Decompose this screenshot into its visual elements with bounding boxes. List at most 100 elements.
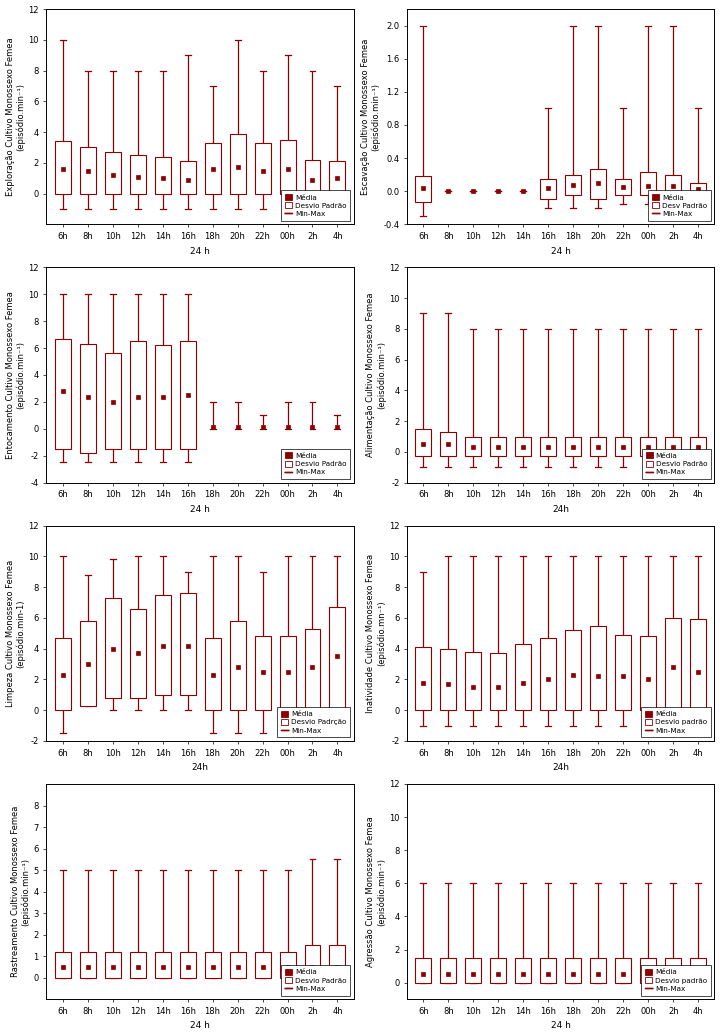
Bar [279, 636, 295, 711]
Bar [590, 626, 606, 711]
Bar [179, 952, 196, 978]
Y-axis label: Limpeza Cultivo Monossexo Femea
(episódio.min-1): Limpeza Cultivo Monossexo Femea (episódi… [6, 559, 25, 707]
Bar [616, 436, 631, 457]
Bar [230, 134, 246, 194]
Bar [490, 436, 506, 457]
Bar [441, 958, 456, 983]
Bar [640, 172, 656, 196]
Bar [465, 652, 482, 711]
Bar [55, 339, 71, 449]
Bar [104, 598, 121, 698]
Bar [330, 946, 346, 978]
Bar [255, 636, 271, 711]
Bar [305, 946, 320, 978]
Bar [516, 644, 531, 711]
Bar [540, 638, 557, 711]
Bar [204, 143, 220, 194]
Bar [330, 162, 346, 194]
Bar [640, 636, 656, 711]
Legend: Média, Desvio Padrão, Min-Max: Média, Desvio Padrão, Min-Max [642, 449, 711, 479]
Legend: Média, Desvio Padrão, Min-Max: Média, Desvio Padrão, Min-Max [282, 966, 350, 996]
Bar [516, 436, 531, 457]
Bar [130, 609, 145, 698]
Bar [179, 342, 196, 449]
Bar [279, 952, 295, 978]
Legend: Média, Desvio Padrão, Min-Max: Média, Desvio Padrão, Min-Max [282, 449, 350, 479]
Bar [590, 436, 606, 457]
X-axis label: 24h: 24h [192, 764, 209, 772]
Bar [665, 175, 681, 198]
Bar [305, 629, 320, 711]
Bar [565, 630, 581, 711]
Bar [80, 344, 96, 453]
Bar [690, 183, 706, 197]
Bar [665, 436, 681, 457]
Y-axis label: Entocamento Cultivo Monossexo Femea
(episódio.min⁻¹): Entocamento Cultivo Monossexo Femea (epi… [6, 291, 25, 459]
Bar [279, 140, 295, 194]
Bar [540, 958, 557, 983]
Bar [616, 179, 631, 196]
Bar [80, 147, 96, 194]
Bar [104, 952, 121, 978]
Bar [490, 958, 506, 983]
Bar [155, 595, 171, 695]
Bar [230, 621, 246, 711]
X-axis label: 24h: 24h [552, 505, 570, 514]
Bar [230, 952, 246, 978]
Y-axis label: Escavação Cultivo Monossexo Femea
(episódio.min⁻¹): Escavação Cultivo Monossexo Femea (episó… [361, 38, 381, 195]
Bar [516, 958, 531, 983]
Bar [130, 155, 145, 194]
Bar [155, 345, 171, 449]
Bar [204, 638, 220, 711]
Bar [465, 436, 482, 457]
Bar [155, 952, 171, 978]
Bar [640, 958, 656, 983]
Bar [690, 958, 706, 983]
Bar [490, 654, 506, 711]
Bar [330, 607, 346, 711]
Y-axis label: Alimentação Cultivo Monossexo Femea
(episódio.min⁻¹): Alimentação Cultivo Monossexo Femea (epi… [366, 293, 387, 457]
Bar [565, 958, 581, 983]
Bar [415, 429, 431, 457]
Bar [590, 169, 606, 200]
Bar [690, 620, 706, 711]
Bar [441, 432, 456, 457]
X-axis label: 24 h: 24 h [551, 1021, 571, 1031]
Bar [415, 958, 431, 983]
Bar [80, 952, 96, 978]
Bar [104, 353, 121, 449]
Bar [305, 160, 320, 194]
Bar [690, 436, 706, 457]
Legend: Média, Desvio Padrção, Min-Max: Média, Desvio Padrção, Min-Max [277, 707, 350, 738]
Bar [55, 141, 71, 194]
Bar [565, 175, 581, 196]
Bar [540, 179, 557, 200]
Bar [565, 436, 581, 457]
Bar [130, 952, 145, 978]
X-axis label: 24 h: 24 h [190, 247, 210, 256]
Bar [616, 635, 631, 711]
Bar [130, 342, 145, 449]
Bar [415, 648, 431, 711]
Bar [255, 143, 271, 194]
Bar [665, 617, 681, 711]
Bar [540, 436, 557, 457]
Bar [640, 436, 656, 457]
Y-axis label: Rastreamento Cultivo Monossexo Femea
(episódio.min⁻¹): Rastreamento Cultivo Monossexo Femea (ep… [11, 806, 31, 977]
Y-axis label: Agressão Cultivo Monossexo Femea
(episódio.min⁻¹): Agressão Cultivo Monossexo Femea (episód… [366, 816, 387, 967]
Legend: Média, Desvio padrão, Min-Max: Média, Desvio padrão, Min-Max [642, 707, 711, 738]
Bar [665, 958, 681, 983]
Bar [590, 958, 606, 983]
Legend: Média, Desv Padrão, Min-Max: Média, Desv Padrão, Min-Max [649, 191, 711, 221]
Y-axis label: Inatividade Cultivo Monossexo Femea
(episódio.mn⁻¹): Inatividade Cultivo Monossexo Femea (epi… [366, 554, 387, 713]
Bar [55, 952, 71, 978]
Bar [80, 621, 96, 706]
Bar [616, 958, 631, 983]
Bar [179, 162, 196, 194]
Bar [155, 156, 171, 194]
Bar [104, 152, 121, 194]
Bar [179, 594, 196, 695]
Legend: Média, Desvio padrão, Min-Max: Média, Desvio padrão, Min-Max [642, 966, 711, 996]
X-axis label: 24 h: 24 h [190, 505, 210, 514]
X-axis label: 24 h: 24 h [551, 247, 571, 256]
